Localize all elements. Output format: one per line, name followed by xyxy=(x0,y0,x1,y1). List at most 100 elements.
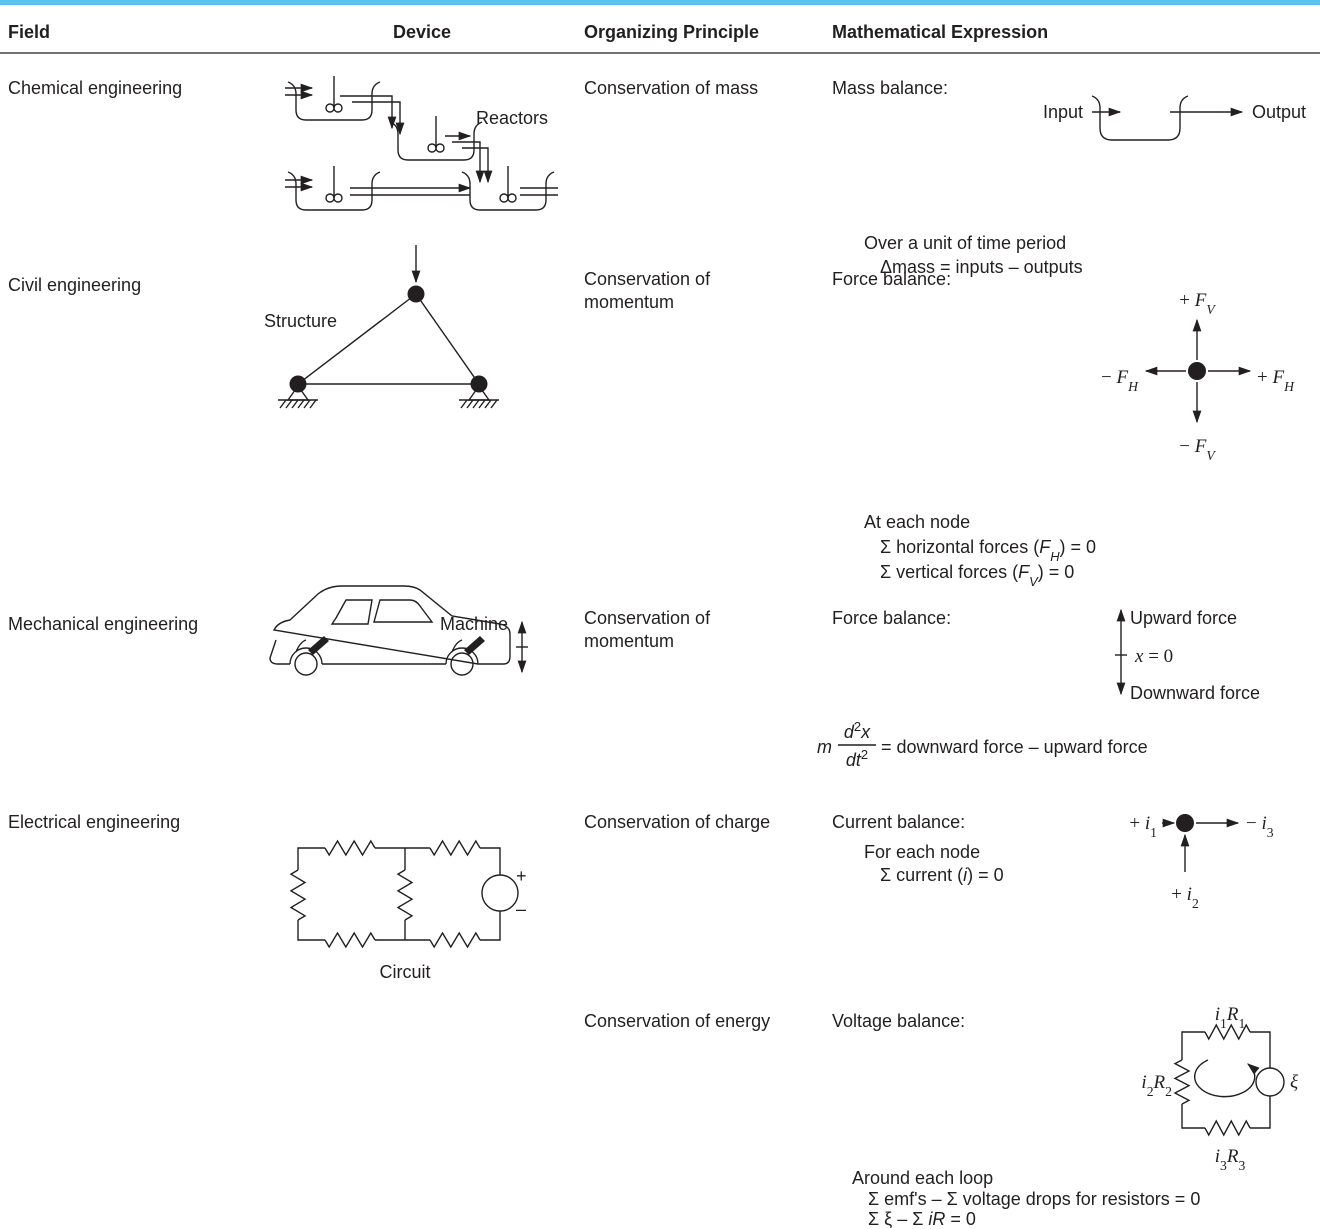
device-label: Circuit xyxy=(379,962,430,982)
text-run: iR xyxy=(928,1209,945,1229)
equation-denominator: dt2 xyxy=(846,747,868,771)
text-run: 2 xyxy=(1192,896,1199,911)
resistor xyxy=(1204,1119,1251,1137)
balance: Mass balance: xyxy=(832,78,948,98)
text-run: 2 xyxy=(1147,1084,1154,1099)
text-run: = 0 xyxy=(1143,646,1173,667)
diagram-label: Upward force xyxy=(1130,608,1237,628)
diagram-label: Output xyxy=(1252,102,1306,122)
text-run: R xyxy=(1226,1146,1239,1167)
mass-balance-diagram xyxy=(1091,95,1244,141)
text-run: 1 xyxy=(1238,1016,1245,1031)
text-run: 3 xyxy=(1238,1158,1245,1173)
text-run: V xyxy=(1206,448,1216,463)
circuit-diagram xyxy=(289,839,519,949)
resistor xyxy=(429,839,481,857)
text-run: 3 xyxy=(1267,825,1274,840)
balance: Force balance: xyxy=(832,608,951,628)
text-run: Σ horizontal forces ( xyxy=(880,537,1039,557)
car-diagram xyxy=(269,585,528,676)
current-diagram xyxy=(1162,814,1240,872)
device-label: Machine xyxy=(440,614,508,634)
diagram-label: i3R3 xyxy=(1215,1146,1246,1173)
text-run: H xyxy=(1127,379,1139,394)
text-run: F xyxy=(1039,537,1051,557)
equation: m xyxy=(817,737,832,757)
principle: momentum xyxy=(584,292,674,312)
text-run: dt xyxy=(846,750,862,770)
text-run: R xyxy=(1226,1004,1239,1025)
diagram-label: − FV xyxy=(1179,436,1216,463)
force-arrow-diagram xyxy=(1115,608,1127,696)
resistor xyxy=(429,931,481,949)
wire xyxy=(1250,1096,1271,1129)
text-run: i xyxy=(1187,884,1192,905)
note: Σ ξ – Σ iR = 0 xyxy=(868,1209,976,1229)
resistor xyxy=(396,869,414,921)
text-run: 2 xyxy=(861,747,868,762)
wire xyxy=(480,911,501,941)
diagram-label: − FH xyxy=(1101,367,1139,394)
text-run: F xyxy=(1194,290,1207,311)
diagram-label: ξ xyxy=(1290,1072,1299,1093)
diagram-label: + i1 xyxy=(1129,813,1157,840)
wire xyxy=(1250,1031,1271,1068)
device-sign: + xyxy=(516,866,527,886)
text-run: x xyxy=(860,722,871,742)
header: Device xyxy=(393,22,451,42)
resistor xyxy=(1204,1023,1251,1041)
text-run: ) = 0 xyxy=(1060,537,1097,557)
field: Electrical engineering xyxy=(8,812,180,832)
wire xyxy=(480,847,501,875)
text-run: + xyxy=(1171,884,1186,905)
text-run: i xyxy=(1261,813,1266,834)
principle: Conservation of xyxy=(584,608,711,628)
text-run: + xyxy=(1129,813,1144,834)
reactor-diagram xyxy=(285,75,558,211)
note: For each node xyxy=(864,842,980,862)
principle: Conservation of charge xyxy=(584,812,770,832)
text-run: Σ ξ – Σ xyxy=(868,1209,928,1229)
wire xyxy=(297,920,325,941)
text-run: 2 xyxy=(854,719,861,734)
text-run: F xyxy=(1018,562,1030,582)
note: Σ emf's – Σ voltage drops for resistors … xyxy=(868,1189,1200,1209)
diagram-label: Input xyxy=(1043,102,1083,122)
text-run: − xyxy=(1246,813,1261,834)
device-label: Reactors xyxy=(476,108,548,128)
note: Δmass = inputs – outputs xyxy=(880,257,1083,277)
balance: Voltage balance: xyxy=(832,1011,965,1031)
principle: Conservation of energy xyxy=(584,1011,770,1031)
wire xyxy=(1181,1031,1205,1060)
field: Chemical engineering xyxy=(8,78,182,98)
note: At each node xyxy=(864,512,970,532)
text-run: x xyxy=(1134,646,1144,667)
text-run: − xyxy=(1179,436,1194,457)
text-run: F xyxy=(1116,367,1129,388)
principle: Conservation of xyxy=(584,269,711,289)
top-rule xyxy=(0,0,1320,5)
resistor xyxy=(289,869,307,921)
principle: Conservation of mass xyxy=(584,78,758,98)
text-run: + xyxy=(1257,367,1272,388)
text-run: i xyxy=(963,865,968,885)
diagram-label: i2R2 xyxy=(1141,1072,1172,1099)
text-run: 1 xyxy=(1150,825,1157,840)
text-run: = 0 xyxy=(945,1209,976,1229)
field: Civil engineering xyxy=(8,275,141,295)
principle: momentum xyxy=(584,631,674,651)
structure-diagram xyxy=(278,245,499,409)
balance: Force balance: xyxy=(832,269,951,289)
diagram-label: + FH xyxy=(1257,367,1295,394)
note: Σ vertical forces (FV) = 0 xyxy=(880,562,1074,589)
diagram-label: i1R1 xyxy=(1215,1004,1246,1031)
text-run: V xyxy=(1206,302,1216,317)
balance: Current balance: xyxy=(832,812,965,832)
text-run: 2 xyxy=(1165,1084,1172,1099)
diagram-label: Downward force xyxy=(1130,683,1260,703)
text-run: ξ xyxy=(1290,1072,1299,1093)
text-run: + xyxy=(1179,290,1194,311)
text-run: 3 xyxy=(1220,1158,1227,1173)
wire xyxy=(297,847,325,870)
